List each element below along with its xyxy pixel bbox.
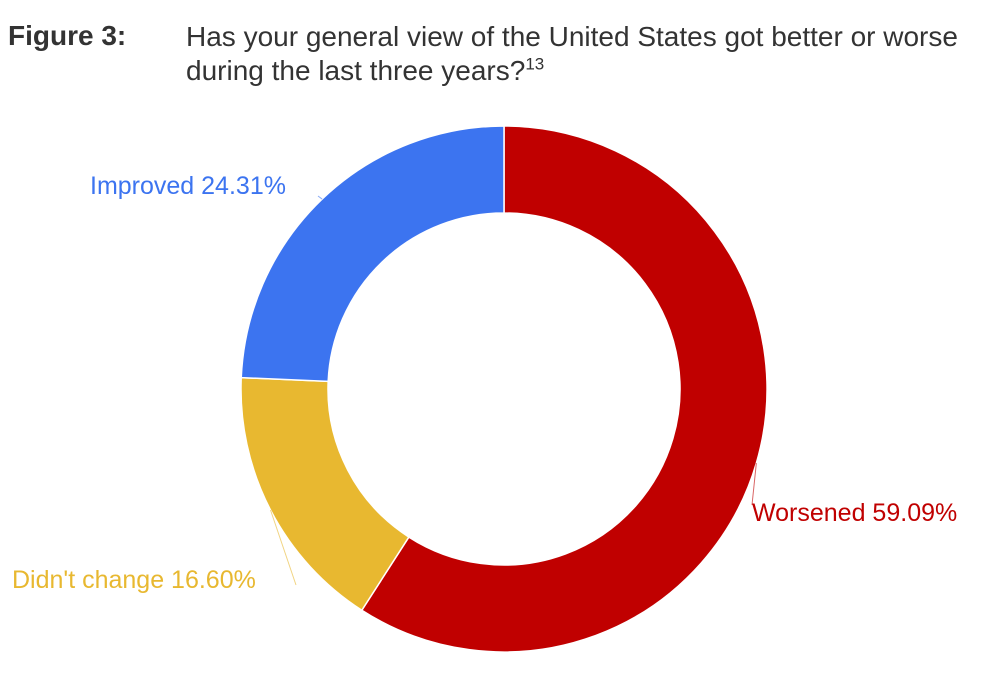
leader-line bbox=[317, 195, 323, 200]
donut-slice-didn-t-change bbox=[240, 376, 410, 612]
footnote-ref: 13 bbox=[525, 54, 545, 74]
donut-slice-worsened bbox=[360, 125, 768, 653]
donut-slice-improved bbox=[240, 125, 505, 383]
leader-line bbox=[751, 463, 757, 506]
figure-title-text: Has your general view of the United Stat… bbox=[186, 21, 958, 86]
slice-label: Improved 24.31% bbox=[90, 172, 286, 200]
figure-label: Figure 3: bbox=[8, 20, 127, 51]
figure-title: Has your general view of the United Stat… bbox=[186, 20, 966, 88]
leader-line bbox=[270, 509, 297, 586]
slice-label: Worsened 59.09% bbox=[752, 499, 957, 527]
slice-label: Didn't change 16.60% bbox=[12, 566, 256, 594]
